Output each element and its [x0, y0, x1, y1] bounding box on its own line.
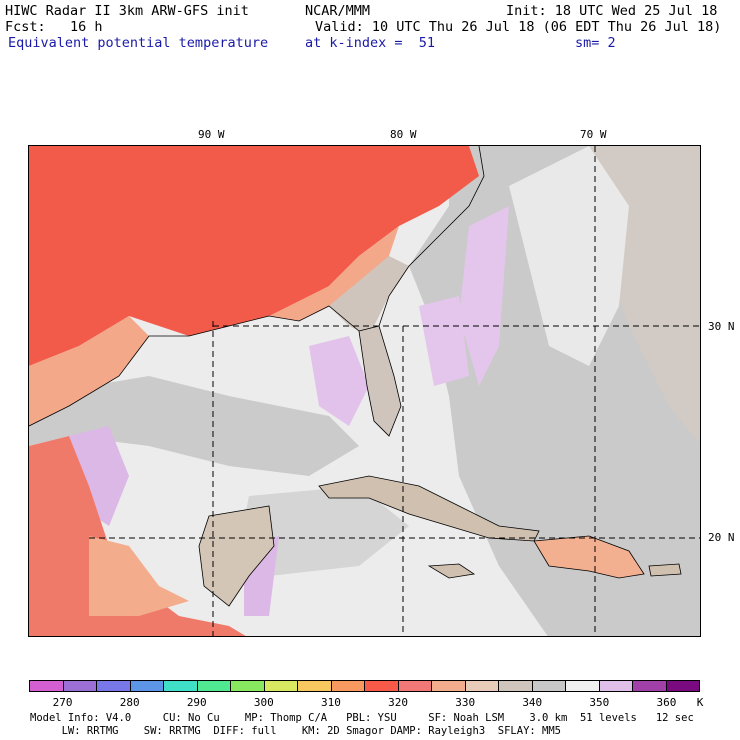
colorbar-swatch — [532, 681, 566, 691]
smoothing: sm= 2 — [575, 35, 616, 51]
mexico-mid-thetae — [89, 536, 189, 616]
model-info-line: Model Info: V4.0 CU: No Cu MP: Thomp C/A… — [30, 712, 694, 724]
colorbar-tick-label: 310 — [321, 696, 341, 709]
colorbar-swatch — [164, 681, 198, 691]
yucatan-peninsula — [198, 505, 275, 607]
forecast-hour: Fcst: 16 h — [5, 19, 103, 35]
valid-time: Valid: 10 UTC Thu 26 Jul 18 (06 EDT Thu … — [315, 19, 722, 35]
gulf-coastline — [29, 305, 360, 427]
hispaniola-island — [533, 535, 645, 579]
gulf-purple-patch — [309, 336, 369, 426]
colorbar-swatch — [264, 681, 298, 691]
mexico-land — [29, 436, 246, 636]
colorbar-swatch — [666, 681, 699, 691]
colorbar-tick-label: 280 — [119, 696, 140, 709]
colorbar — [29, 680, 700, 692]
init-time: Init: 18 UTC Wed 25 Jul 18 — [506, 3, 718, 19]
colorbar-tick-label: 320 — [388, 696, 408, 709]
plot-title: HIWC Radar II 3km ARW-GFS init — [5, 3, 249, 19]
lon-label-70w: 70 W — [580, 128, 607, 141]
lat-label-30n: 30 N — [708, 320, 735, 333]
physics-info-line: LW: RRTMG SW: RRTMG DIFF: full KM: 2D Sm… — [30, 725, 562, 737]
colorbar-tick-label: 340 — [522, 696, 543, 709]
atlantic-purple-streak — [459, 206, 509, 386]
colorbar-swatch — [365, 681, 399, 691]
gulf-gray-region — [29, 376, 359, 476]
bahamas-purple-patch — [419, 296, 469, 386]
model-organization: NCAR/MMM — [305, 3, 371, 19]
colorbar-tick-label: 330 — [455, 696, 476, 709]
colorbar-swatch — [97, 681, 131, 691]
colorbar-swatch — [298, 681, 332, 691]
colorbar-tick-label: 270 — [52, 696, 73, 709]
us-land-high-thetae — [29, 146, 479, 366]
graticule — [89, 146, 700, 636]
colorbar-swatch — [63, 681, 97, 691]
georgia-tan-region — [329, 256, 409, 336]
colorbar-swatch — [599, 681, 633, 691]
colorbar-tick-label: 290 — [186, 696, 207, 709]
colorbar-tick-label: 300 — [253, 696, 274, 709]
colorbar-swatch — [130, 681, 164, 691]
colorbar-swatch — [499, 681, 533, 691]
colorbar-swatch — [231, 681, 265, 691]
map-plot — [28, 145, 701, 637]
level-index: at k-index = 51 — [305, 35, 436, 51]
colorbar-swatch — [566, 681, 600, 691]
atlantic-coastline — [378, 146, 485, 327]
field-name: Equivalent potential temperature — [8, 35, 269, 51]
texas-coast-thetae — [29, 316, 149, 426]
atlantic-light-region — [509, 146, 629, 366]
colorbar-tick-label: 350 — [589, 696, 610, 709]
theta-e-field — [29, 146, 700, 636]
puerto-rico-island — [648, 563, 682, 577]
jamaica-island — [427, 563, 476, 579]
colorbar-swatch — [633, 681, 667, 691]
lon-label-80w: 80 W — [390, 128, 417, 141]
colorbar-tick-label: K — [696, 696, 704, 709]
colorbar-swatch — [432, 681, 466, 691]
lon-label-90w: 90 W — [198, 128, 225, 141]
colorbar-tick-label: 360 — [656, 696, 677, 709]
colorbar-swatch — [398, 681, 432, 691]
caribbean-gray-region — [239, 486, 409, 576]
colorbar-swatch — [30, 681, 64, 691]
colorbar-swatch — [331, 681, 365, 691]
colorbar-swatch — [197, 681, 231, 691]
colorbar-swatch — [465, 681, 499, 691]
florida-peninsula — [358, 325, 402, 437]
lat-label-20n: 20 N — [708, 531, 735, 544]
